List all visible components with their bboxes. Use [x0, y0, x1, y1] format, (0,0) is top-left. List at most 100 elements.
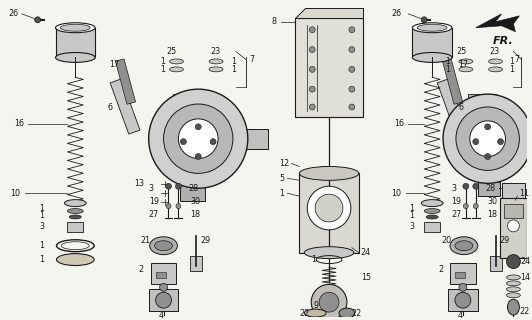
FancyBboxPatch shape	[412, 28, 452, 58]
Text: 3: 3	[409, 222, 414, 231]
FancyBboxPatch shape	[295, 18, 363, 117]
Text: 1: 1	[161, 57, 165, 66]
Text: 17: 17	[109, 60, 119, 69]
Text: 1: 1	[311, 255, 316, 264]
Text: 4: 4	[159, 310, 163, 320]
Ellipse shape	[506, 293, 520, 298]
Text: 2: 2	[139, 265, 144, 274]
Text: 22: 22	[519, 307, 530, 316]
Text: 28: 28	[188, 184, 198, 193]
Circle shape	[210, 139, 216, 145]
Ellipse shape	[506, 287, 520, 292]
Text: 1: 1	[40, 204, 45, 212]
Circle shape	[315, 194, 343, 222]
Text: 8: 8	[271, 17, 277, 26]
FancyBboxPatch shape	[68, 222, 83, 232]
Circle shape	[309, 66, 315, 72]
Text: 3: 3	[451, 184, 456, 193]
Circle shape	[473, 204, 478, 209]
Circle shape	[463, 183, 469, 189]
Text: 24: 24	[520, 257, 530, 266]
Circle shape	[506, 255, 520, 268]
Ellipse shape	[506, 275, 520, 280]
FancyBboxPatch shape	[503, 204, 523, 218]
FancyBboxPatch shape	[156, 272, 165, 278]
Text: 15: 15	[361, 273, 371, 282]
Ellipse shape	[170, 59, 184, 64]
Text: 16: 16	[14, 119, 24, 128]
Text: 30: 30	[190, 196, 201, 206]
Text: 29: 29	[200, 236, 211, 245]
Circle shape	[349, 86, 355, 92]
Text: 1: 1	[279, 189, 285, 198]
FancyBboxPatch shape	[173, 94, 203, 112]
Circle shape	[160, 283, 168, 291]
FancyBboxPatch shape	[450, 262, 476, 284]
Text: 10: 10	[10, 189, 20, 198]
Circle shape	[311, 284, 347, 320]
Ellipse shape	[459, 67, 473, 72]
FancyBboxPatch shape	[468, 94, 496, 110]
Circle shape	[459, 283, 467, 291]
Text: 1: 1	[409, 212, 414, 220]
Circle shape	[307, 186, 351, 230]
Text: 21: 21	[141, 236, 151, 245]
Ellipse shape	[489, 67, 503, 72]
Text: 26: 26	[8, 9, 18, 18]
Text: 11: 11	[519, 189, 529, 198]
Ellipse shape	[455, 241, 473, 251]
Circle shape	[166, 204, 171, 209]
Text: 12: 12	[279, 159, 289, 168]
Ellipse shape	[489, 59, 503, 64]
Circle shape	[463, 204, 468, 209]
Bar	[437, 79, 467, 134]
Text: 1: 1	[497, 182, 503, 191]
FancyBboxPatch shape	[243, 129, 268, 148]
Bar	[110, 79, 140, 134]
Text: 25: 25	[456, 47, 466, 56]
Ellipse shape	[304, 309, 326, 317]
FancyBboxPatch shape	[300, 173, 359, 253]
Ellipse shape	[300, 166, 359, 180]
Text: 5: 5	[279, 174, 285, 183]
Circle shape	[485, 124, 491, 130]
FancyBboxPatch shape	[478, 180, 500, 196]
Circle shape	[470, 121, 505, 156]
Circle shape	[349, 66, 355, 72]
Text: 18: 18	[190, 210, 201, 219]
Text: 25: 25	[167, 47, 177, 56]
Text: 1: 1	[231, 57, 236, 66]
Ellipse shape	[56, 254, 94, 266]
Text: 1: 1	[409, 204, 414, 212]
FancyBboxPatch shape	[424, 222, 440, 232]
Ellipse shape	[170, 67, 184, 72]
Circle shape	[195, 154, 201, 159]
Text: 2: 2	[438, 265, 443, 274]
Text: 13: 13	[134, 179, 144, 188]
FancyBboxPatch shape	[500, 198, 527, 258]
Circle shape	[309, 47, 315, 52]
Ellipse shape	[61, 24, 90, 31]
Text: 7: 7	[514, 55, 520, 64]
Ellipse shape	[417, 24, 447, 31]
Circle shape	[309, 104, 315, 110]
Ellipse shape	[68, 209, 83, 213]
Text: 3: 3	[148, 184, 154, 193]
Ellipse shape	[412, 23, 452, 33]
Circle shape	[485, 154, 491, 159]
Ellipse shape	[149, 237, 177, 255]
Text: 14: 14	[520, 273, 530, 282]
Circle shape	[319, 292, 339, 312]
Text: 27: 27	[148, 210, 159, 219]
Text: 1: 1	[161, 65, 165, 74]
Circle shape	[421, 17, 427, 23]
Circle shape	[180, 139, 186, 145]
Bar	[115, 59, 136, 104]
Circle shape	[455, 292, 471, 308]
FancyBboxPatch shape	[489, 256, 502, 271]
FancyBboxPatch shape	[448, 289, 478, 311]
Text: 1: 1	[445, 57, 450, 66]
Text: 28: 28	[486, 184, 496, 193]
Text: 10: 10	[392, 189, 402, 198]
Text: 24: 24	[361, 248, 371, 257]
